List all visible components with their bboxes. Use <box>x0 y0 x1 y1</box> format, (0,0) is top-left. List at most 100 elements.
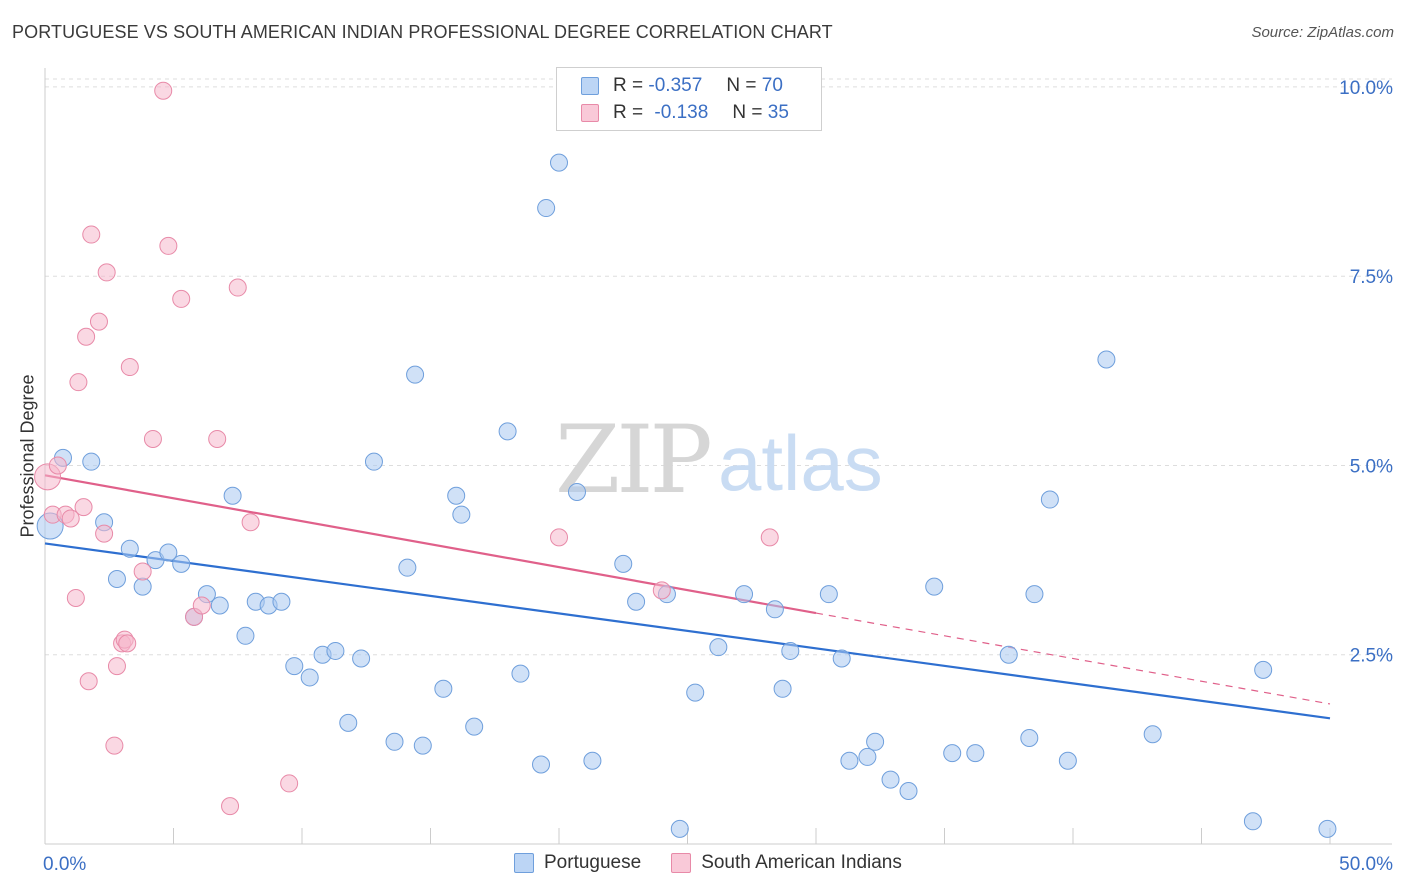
point-south-american-indians <box>154 81 173 100</box>
tick-labels: 2.5% 5.0% 7.5% 10.0% 0.0% 50.0% <box>43 78 1393 875</box>
point-south-american-indians <box>241 513 260 532</box>
point-portuguese <box>385 732 404 751</box>
y-tick-label: 7.5% <box>1350 267 1393 288</box>
point-south-american-indians <box>550 528 568 547</box>
point-portuguese <box>434 679 453 698</box>
point-portuguese <box>300 668 319 687</box>
point-portuguese <box>326 641 345 660</box>
point-south-american-indians <box>760 528 779 547</box>
point-portuguese <box>1025 585 1044 604</box>
data-points <box>34 81 1337 838</box>
legend-swatch-pink <box>581 104 599 122</box>
point-south-american-indians <box>61 509 80 528</box>
legend-label: South American Indians <box>701 852 902 873</box>
point-portuguese <box>627 592 646 611</box>
legend-n-label: N = <box>732 102 763 123</box>
point-portuguese <box>406 365 425 384</box>
point-south-american-indians <box>69 373 88 392</box>
point-portuguese <box>1040 490 1059 509</box>
point-portuguese <box>1318 819 1337 838</box>
point-portuguese <box>866 732 885 751</box>
source-credit: Source: ZipAtlas.com <box>1251 24 1394 41</box>
point-portuguese <box>999 645 1018 664</box>
point-portuguese <box>223 486 242 505</box>
grid-lines <box>45 78 1392 656</box>
point-portuguese <box>832 649 851 668</box>
point-south-american-indians <box>105 736 124 755</box>
watermark: ZIP atlas <box>555 406 883 515</box>
point-south-american-indians <box>143 429 162 448</box>
point-portuguese <box>686 683 705 702</box>
point-south-american-indians <box>280 774 299 793</box>
point-portuguese <box>765 600 784 619</box>
legend-swatch-pink <box>671 853 692 873</box>
point-south-american-indians <box>74 498 93 517</box>
point-portuguese <box>159 543 178 562</box>
y-tick-label: 5.0% <box>1350 456 1393 477</box>
point-portuguese <box>781 641 800 660</box>
series-legend: Portuguese South American Indians <box>514 852 932 874</box>
point-south-american-indians <box>89 312 108 331</box>
point-portuguese <box>352 649 371 668</box>
point-portuguese <box>1097 350 1116 369</box>
point-portuguese <box>532 755 551 774</box>
point-portuguese <box>172 554 191 573</box>
legend-label: Portuguese <box>544 852 642 873</box>
trend-line-extension <box>815 612 1331 705</box>
legend-swatch-blue <box>581 77 599 95</box>
point-south-american-indians <box>159 236 178 255</box>
point-south-american-indians <box>133 562 152 581</box>
point-portuguese <box>82 452 101 471</box>
trend-line-portuguese <box>44 542 1331 720</box>
legend-r-label: R = <box>613 102 644 123</box>
point-portuguese <box>881 770 900 789</box>
point-portuguese <box>858 747 877 766</box>
legend-n-value: 70 <box>761 75 783 96</box>
point-portuguese <box>925 577 944 596</box>
point-portuguese <box>447 486 466 505</box>
trend-lines <box>44 474 1331 720</box>
point-south-american-indians <box>95 524 114 543</box>
legend-n-label: N = <box>726 75 757 96</box>
point-south-american-indians <box>228 278 247 297</box>
legend-n-value: 35 <box>767 102 789 123</box>
point-portuguese <box>567 482 586 501</box>
point-south-american-indians <box>66 588 85 607</box>
point-portuguese <box>1143 725 1162 744</box>
point-portuguese <box>899 782 918 801</box>
point-south-american-indians <box>172 289 191 308</box>
point-south-american-indians <box>120 358 139 377</box>
point-portuguese <box>550 153 568 172</box>
point-south-american-indians <box>208 429 227 448</box>
legend-r-label: R = <box>613 75 644 96</box>
point-south-american-indians <box>97 263 116 282</box>
point-portuguese <box>670 819 689 838</box>
point-south-american-indians <box>221 797 240 816</box>
point-portuguese <box>735 585 754 604</box>
point-portuguese <box>498 422 517 441</box>
y-tick-label: 2.5% <box>1350 646 1393 667</box>
point-south-american-indians <box>48 456 67 475</box>
point-south-american-indians <box>82 225 101 244</box>
point-portuguese <box>819 585 838 604</box>
point-portuguese <box>511 664 530 683</box>
point-portuguese <box>339 713 358 732</box>
legend-row-south-american-indians: R = -0.138 N = 35 <box>581 101 789 125</box>
point-portuguese <box>236 626 255 645</box>
axes <box>44 68 1392 845</box>
point-south-american-indians <box>192 596 211 615</box>
point-portuguese <box>272 592 291 611</box>
chart-title: PORTUGUESE VS SOUTH AMERICAN INDIAN PROF… <box>12 22 833 42</box>
legend-swatch-blue <box>514 853 534 873</box>
point-portuguese <box>1254 660 1273 679</box>
point-portuguese <box>364 452 383 471</box>
point-portuguese <box>120 539 139 558</box>
point-portuguese <box>1058 751 1077 770</box>
point-south-american-indians <box>79 672 98 691</box>
point-portuguese <box>210 596 229 615</box>
point-portuguese <box>133 577 152 596</box>
point-portuguese <box>465 717 484 736</box>
x-tick-label: 0.0% <box>43 854 86 875</box>
legend-item-south-american-indians: South American Indians <box>671 852 902 874</box>
